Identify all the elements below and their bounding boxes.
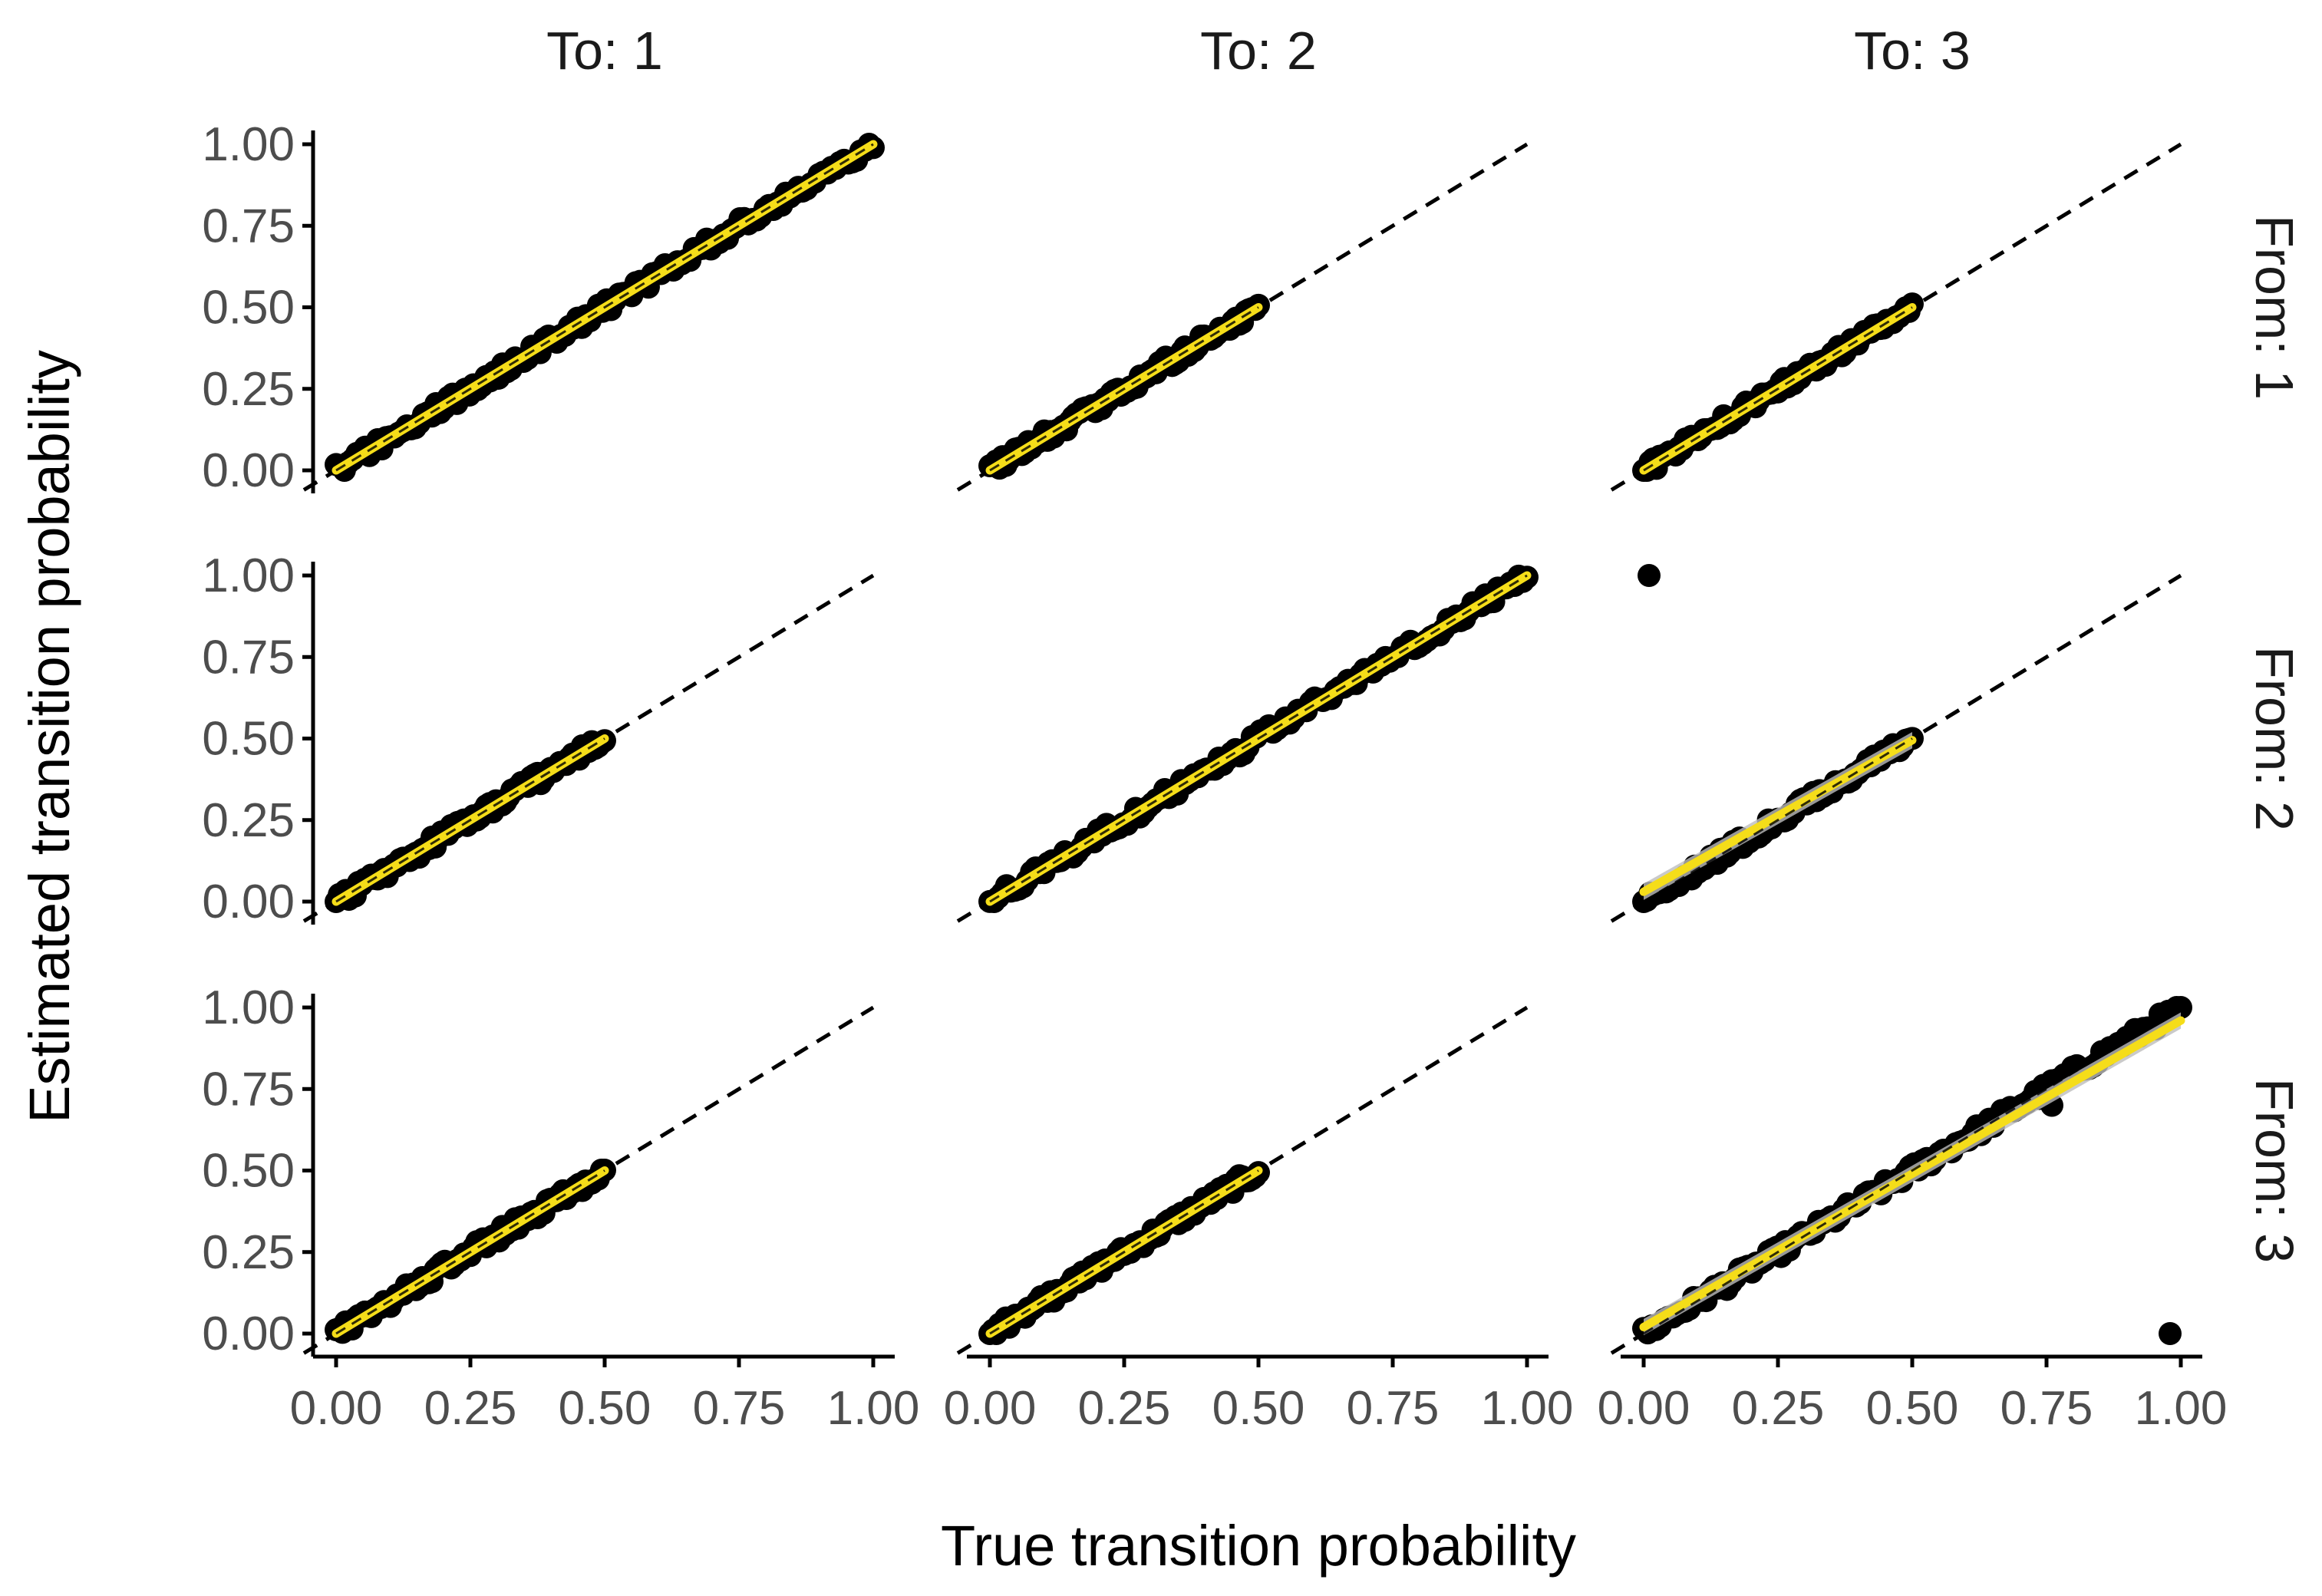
y-tick-label: 0.75 — [202, 200, 295, 252]
x-tick-label: 1.00 — [827, 1382, 920, 1435]
y-tick-label: 0.00 — [202, 444, 295, 497]
x-tick-label: 1.00 — [1481, 1382, 1574, 1435]
column-strip-label: To: 1 — [546, 21, 663, 81]
y-tick-label: 0.50 — [202, 1145, 295, 1198]
y-tick-label: 0.50 — [202, 713, 295, 766]
x-axis-tick-labels: 0.00 0.25 0.50 0.75 1.00 0.00 0.25 0.50 0.75 1.00… — [290, 1357, 2228, 1435]
y-tick-label: 0.25 — [202, 1226, 295, 1279]
x-tick-label: 0.00 — [290, 1382, 383, 1435]
column-strip-label: To: 3 — [1854, 21, 1971, 81]
identity-overlay — [989, 574, 1528, 903]
x-tick-label: 0.50 — [1866, 1382, 1959, 1435]
identity-overlay — [1643, 737, 1913, 903]
identity-overlay — [1643, 1006, 2182, 1335]
x-tick-label: 0.25 — [424, 1382, 517, 1435]
outlier-point — [2159, 1322, 2182, 1345]
outlier-point — [1638, 564, 1661, 587]
row-strip-label: From: 2 — [2244, 646, 2304, 831]
identity-overlay — [1643, 306, 1913, 472]
facet-panels — [302, 130, 2202, 1359]
column-strip-label: To: 2 — [1200, 21, 1317, 81]
identity-overlay — [989, 306, 1259, 472]
x-tick-label: 0.00 — [944, 1382, 1037, 1435]
y-tick-label: 0.75 — [202, 631, 295, 684]
panel-from-1-to-2 — [956, 142, 1529, 492]
x-tick-label: 0.75 — [1347, 1382, 1440, 1435]
panel-from-2-to-3 — [1610, 564, 2182, 923]
panel-from-1-to-3 — [1610, 142, 2182, 492]
y-tick-label: 0.75 — [202, 1063, 295, 1116]
identity-overlay — [335, 1169, 605, 1335]
y-tick-label: 1.00 — [202, 981, 295, 1034]
x-tick-label: 0.75 — [693, 1382, 786, 1435]
y-tick-label: 0.25 — [202, 363, 295, 416]
fit-line — [1639, 1016, 2185, 1331]
y-tick-label: 0.00 — [202, 1307, 295, 1360]
x-tick-label: 0.50 — [559, 1382, 651, 1435]
y-axis-tick-labels: 0.00 0.25 0.50 0.75 1.00 0.00 0.25 0.50 0.75 1.00… — [202, 118, 313, 1360]
y-tick-label: 1.00 — [202, 118, 295, 171]
x-tick-label: 0.25 — [1078, 1382, 1171, 1435]
row-strip-label: From: 3 — [2244, 1078, 2304, 1263]
y-tick-label: 0.00 — [202, 875, 295, 928]
identity-overlay — [335, 143, 874, 472]
panel-from-2-to-1 — [302, 562, 875, 925]
x-tick-label: 0.50 — [1212, 1382, 1305, 1435]
row-strip-label: From: 1 — [2244, 215, 2304, 400]
panel-from-3-to-2 — [956, 1005, 1549, 1359]
row-strip-labels: From: 1 From: 2 From: 3 — [2244, 215, 2304, 1263]
x-tick-label: 0.25 — [1732, 1382, 1825, 1435]
y-tick-label: 1.00 — [202, 549, 295, 602]
identity-overlay — [335, 737, 605, 903]
column-strip-labels: To: 1 To: 2 To: 3 — [546, 21, 1971, 81]
x-tick-label: 1.00 — [2135, 1382, 2228, 1435]
panel-from-2-to-2 — [956, 564, 1539, 923]
x-tick-label: 0.75 — [2000, 1382, 2093, 1435]
identity-overlay — [989, 1169, 1259, 1335]
x-axis-title: True transition probability — [941, 1514, 1576, 1578]
y-axis-title: Estimated transition probability — [18, 350, 81, 1123]
panel-from-1-to-1 — [302, 130, 885, 493]
y-tick-label: 0.25 — [202, 794, 295, 847]
panel-from-3-to-3 — [1610, 996, 2202, 1359]
panel-from-3-to-1 — [302, 994, 895, 1359]
y-tick-label: 0.50 — [202, 282, 295, 335]
x-tick-label: 0.00 — [1598, 1382, 1690, 1435]
